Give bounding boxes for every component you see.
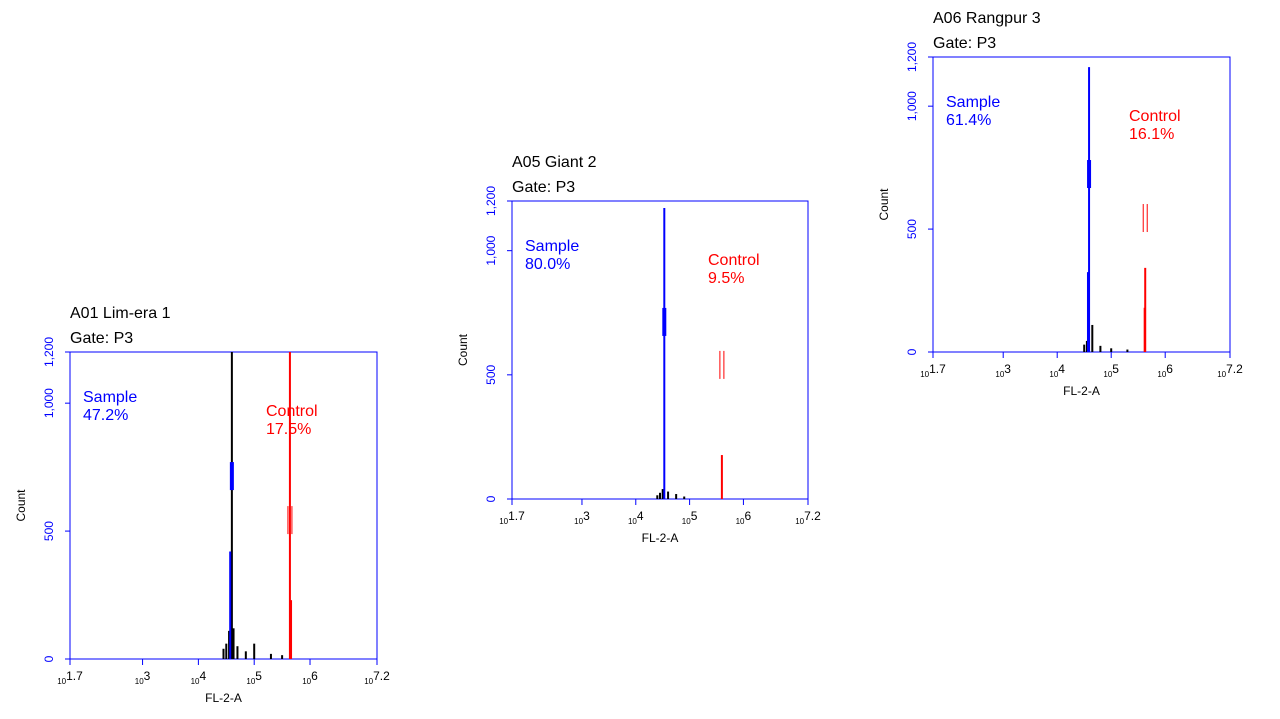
chart-subtitle: Gate: P3: [933, 35, 996, 52]
x-tick-exponent: 3: [144, 669, 151, 683]
x-tick-exponent: 4: [1058, 362, 1065, 376]
annotation-name: Control: [708, 252, 760, 269]
x-tick-label: 101.7: [499, 509, 525, 526]
x-axis-label: FL-2-A: [1063, 384, 1100, 398]
annotation-percent: 80.0%: [525, 256, 570, 273]
gate-marker: [229, 462, 234, 491]
x-tick-exponent: 1.7: [508, 509, 525, 523]
gate-marker: [1087, 160, 1092, 189]
x-tick-label: 106: [302, 669, 318, 686]
x-tick-base: 10: [57, 677, 66, 686]
annotation-percent: 61.4%: [946, 112, 991, 129]
y-tick-label: 0: [484, 495, 498, 502]
x-tick-base: 10: [682, 517, 691, 526]
chart-title: A05 Giant 2: [512, 154, 597, 171]
x-tick-base: 10: [1049, 370, 1058, 379]
x-tick-label: 101.7: [57, 669, 83, 686]
x-tick-label: 105: [246, 669, 262, 686]
x-tick-exponent: 1.7: [929, 362, 946, 376]
x-tick-base: 10: [628, 517, 637, 526]
chart-title: A06 Rangpur 3: [933, 10, 1041, 27]
y-tick-label: 500: [484, 365, 498, 385]
x-tick-exponent: 3: [1004, 362, 1011, 376]
x-tick-base: 10: [499, 517, 508, 526]
x-axis-label: FL-2-A: [642, 531, 679, 545]
x-tick-label: 105: [1103, 362, 1119, 379]
gate-marker: [1142, 204, 1148, 233]
x-tick-label: 107.2: [364, 669, 390, 686]
annotation-name: Control: [266, 403, 318, 420]
x-tick-base: 10: [1103, 370, 1112, 379]
y-tick-label: 500: [42, 521, 56, 541]
y-tick-label: 0: [42, 655, 56, 662]
y-tick-label: 1,000: [905, 91, 919, 121]
x-tick-exponent: 5: [255, 669, 262, 683]
x-tick-base: 10: [995, 370, 1004, 379]
x-tick-exponent: 7.2: [373, 669, 390, 683]
x-tick-exponent: 4: [199, 669, 206, 683]
gate-marker: [662, 307, 667, 336]
x-tick-label: 107.2: [1217, 362, 1243, 379]
annotation-percent: 47.2%: [83, 407, 128, 424]
x-tick-base: 10: [795, 517, 804, 526]
x-tick-label: 107.2: [795, 509, 821, 526]
x-tick-exponent: 6: [311, 669, 318, 683]
x-tick-exponent: 5: [691, 509, 698, 523]
x-tick-base: 10: [302, 677, 311, 686]
x-tick-base: 10: [191, 677, 200, 686]
x-tick-exponent: 7.2: [804, 509, 821, 523]
x-tick-base: 10: [1157, 370, 1166, 379]
y-tick-label: 0: [905, 348, 919, 355]
x-tick-base: 10: [920, 370, 929, 379]
y-tick-label: 1,000: [484, 235, 498, 265]
y-tick-label: 500: [905, 219, 919, 239]
x-tick-base: 10: [364, 677, 373, 686]
annotation-name: Sample: [946, 94, 1000, 111]
x-tick-label: 104: [628, 509, 644, 526]
x-tick-exponent: 5: [1112, 362, 1119, 376]
x-tick-label: 106: [1157, 362, 1173, 379]
annotation-percent: 16.1%: [1129, 126, 1174, 143]
chart-title: A01 Lim-era 1: [70, 305, 171, 322]
chart-subtitle: Gate: P3: [70, 330, 133, 347]
x-tick-label: 105: [682, 509, 698, 526]
y-axis-label: Count: [877, 188, 891, 221]
chart-subtitle: Gate: P3: [512, 179, 575, 196]
x-tick-label: 103: [135, 669, 151, 686]
gate-marker: [719, 350, 725, 379]
x-axis-label: FL-2-A: [205, 691, 242, 705]
annotation-percent: 9.5%: [708, 270, 744, 287]
x-tick-exponent: 1.7: [66, 669, 83, 683]
x-tick-label: 103: [574, 509, 590, 526]
gate-marker: [287, 506, 293, 535]
x-tick-base: 10: [246, 677, 255, 686]
x-tick-label: 101.7: [920, 362, 946, 379]
y-axis-label: Count: [14, 489, 28, 522]
x-tick-label: 104: [1049, 362, 1065, 379]
plot-frame: [932, 56, 1231, 353]
y-tick-label: 1,200: [42, 337, 56, 367]
y-tick-label: 1,000: [42, 388, 56, 418]
x-tick-exponent: 3: [583, 509, 590, 523]
x-tick-label: 104: [191, 669, 207, 686]
y-tick-label: 1,200: [484, 186, 498, 216]
x-tick-exponent: 4: [637, 509, 644, 523]
x-tick-base: 10: [1217, 370, 1226, 379]
x-tick-exponent: 6: [745, 509, 752, 523]
x-tick-label: 103: [995, 362, 1011, 379]
y-tick-label: 1,200: [905, 42, 919, 72]
y-axis-label: Count: [456, 333, 470, 366]
annotation-name: Sample: [525, 238, 579, 255]
annotation-name: Control: [1129, 108, 1181, 125]
x-tick-label: 106: [736, 509, 752, 526]
x-tick-base: 10: [736, 517, 745, 526]
x-tick-exponent: 7.2: [1226, 362, 1243, 376]
x-tick-base: 10: [574, 517, 583, 526]
annotation-name: Sample: [83, 389, 137, 406]
x-tick-exponent: 6: [1166, 362, 1173, 376]
x-tick-base: 10: [135, 677, 144, 686]
annotation-percent: 17.5%: [266, 421, 311, 438]
